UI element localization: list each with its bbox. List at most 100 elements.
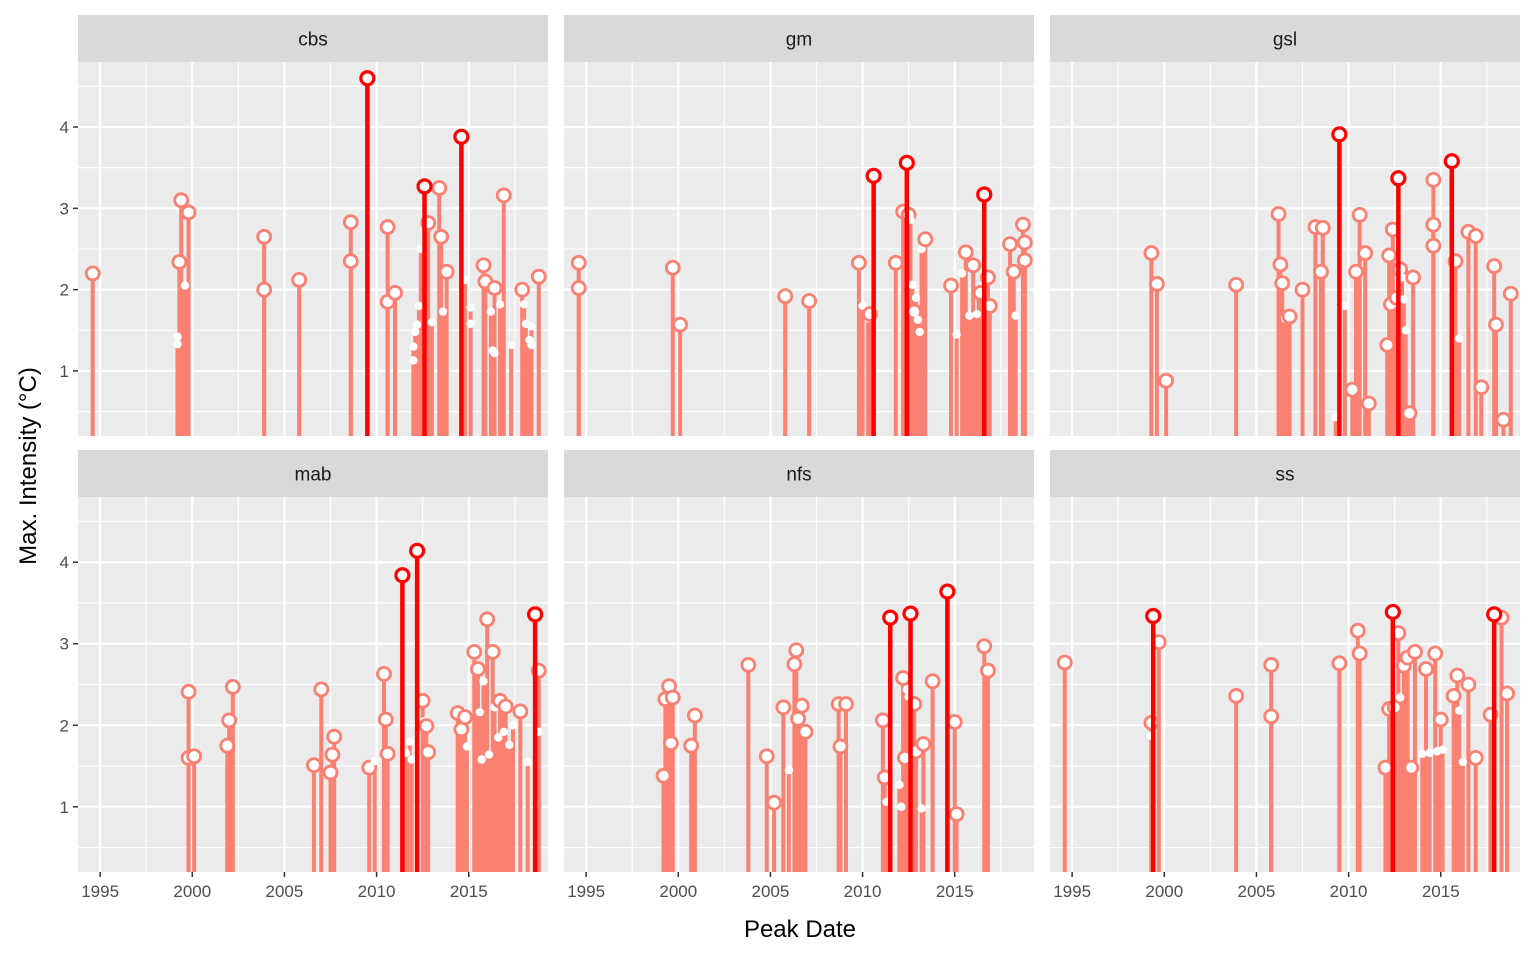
lollipop-point-highlight <box>865 167 882 184</box>
lollipop-point <box>173 339 182 349</box>
lollipop-point <box>570 280 587 296</box>
lollipop-point <box>377 711 394 728</box>
lollipop-point <box>1015 216 1031 233</box>
lollipop-point <box>1381 247 1398 264</box>
x-tick-label: 2005 <box>752 882 790 901</box>
lollipop-point <box>948 806 965 823</box>
lollipop-point <box>466 303 475 312</box>
lollipop-point <box>786 656 803 673</box>
y-tick-label: 4 <box>60 553 69 572</box>
lollipop-point <box>84 265 101 282</box>
lollipop-point <box>427 317 437 327</box>
strip-nfs <box>564 450 1034 497</box>
lollipop-point-highlight <box>898 154 915 171</box>
y-tick-label: 4 <box>60 118 69 137</box>
lollipop-point-highlight <box>882 609 899 626</box>
x-tick-label: 2015 <box>936 882 974 901</box>
lollipop-point <box>1401 405 1418 422</box>
lollipop-point <box>342 214 359 231</box>
axes-layer: 1 2 3 4 1 2 3 4 1995 2000 2005 2010 2015 1995 2000 2005… <box>60 118 1460 901</box>
strip-label-ss: ss <box>1276 465 1295 486</box>
lollipop-point <box>1495 411 1512 428</box>
y-tick-label: 1 <box>60 798 69 817</box>
lollipop-point <box>1331 655 1348 672</box>
lollipop-point <box>1454 334 1464 343</box>
lollipop-point <box>957 244 974 261</box>
lollipop-point <box>324 746 341 763</box>
lollipop-point <box>1349 622 1366 639</box>
lollipop-point <box>1486 258 1503 274</box>
lollipop-point <box>1016 234 1033 251</box>
lollipop-point <box>1460 676 1477 693</box>
lollipop-point <box>180 281 190 290</box>
lollipop-point <box>683 737 700 754</box>
lollipop-point <box>313 681 330 698</box>
lollipop-point <box>1399 295 1409 304</box>
lollipop-point <box>775 699 792 716</box>
lollipop-point <box>224 679 241 695</box>
lollipop-point <box>1401 326 1410 335</box>
lollipop-point <box>486 280 503 296</box>
y-tick-label: 2 <box>60 716 69 735</box>
lollipop-point <box>1357 245 1374 261</box>
lollipop-point <box>484 643 501 660</box>
lollipop-point <box>484 750 494 759</box>
lollipop-point <box>221 712 238 729</box>
lollipop-point <box>322 764 339 781</box>
panel-mab: mab <box>78 450 548 872</box>
lollipop-point <box>376 666 392 682</box>
lollipop-point <box>379 745 396 762</box>
x-tick-label: 1995 <box>567 882 605 901</box>
lollipop-point <box>797 723 814 740</box>
lollipop-point <box>1418 749 1427 758</box>
x-tick-label: 2000 <box>659 882 697 901</box>
lollipop-point <box>664 259 681 276</box>
lollipop-point-highlight <box>976 186 993 203</box>
lollipop-point <box>1351 206 1368 223</box>
panel-nfs: nfs <box>564 450 1034 872</box>
x-tick-label: 2015 <box>450 882 488 901</box>
lollipop-point <box>1002 236 1018 253</box>
lollipop-point <box>784 765 794 775</box>
lollipop-point <box>479 611 496 628</box>
lollipop-point <box>499 727 508 736</box>
lollipop-point <box>326 728 343 745</box>
lollipop-point <box>306 757 322 774</box>
lollipop-point-highlight <box>453 128 470 145</box>
lollipop-point <box>1458 757 1468 767</box>
lollipop-point <box>180 683 197 700</box>
lollipop-point <box>1270 206 1287 222</box>
lollipop-point <box>1473 379 1490 396</box>
lollipop-point <box>409 342 418 351</box>
lollipop-point <box>801 293 818 309</box>
lollipop-point <box>497 698 514 715</box>
lollipop-point <box>1263 657 1280 673</box>
lollipop-point <box>1158 372 1175 389</box>
lollipop-point-highlight <box>902 605 919 622</box>
x-tick-label: 2010 <box>1330 882 1368 901</box>
lollipop-point <box>832 738 849 755</box>
lollipop-point-highlight <box>1486 606 1503 623</box>
lollipop-point <box>895 670 912 686</box>
lollipop-point <box>1425 171 1442 188</box>
lollipop-point <box>420 744 437 761</box>
lollipop-point <box>1488 316 1504 333</box>
strip-gm <box>564 15 1034 62</box>
lollipop-point <box>186 748 203 765</box>
lollipop-point <box>219 737 236 754</box>
lollipop-point <box>431 180 448 196</box>
lollipop-point <box>1011 311 1020 320</box>
lollipop-point <box>370 756 379 766</box>
y-tick-label: 2 <box>60 281 69 300</box>
panel-gsl: gsl <box>1050 15 1520 436</box>
lollipop-point <box>438 263 455 280</box>
lollipop-point <box>976 638 993 655</box>
strip-label-mab: mab <box>295 465 332 486</box>
lollipop-point <box>1499 685 1515 702</box>
x-tick-label: 2000 <box>173 882 211 901</box>
strip-cbs <box>78 15 548 62</box>
lollipop-point <box>519 300 529 309</box>
x-tick-label: 2005 <box>1238 882 1276 901</box>
strip-label-nfs: nfs <box>786 465 811 486</box>
lollipop-point <box>180 204 197 221</box>
